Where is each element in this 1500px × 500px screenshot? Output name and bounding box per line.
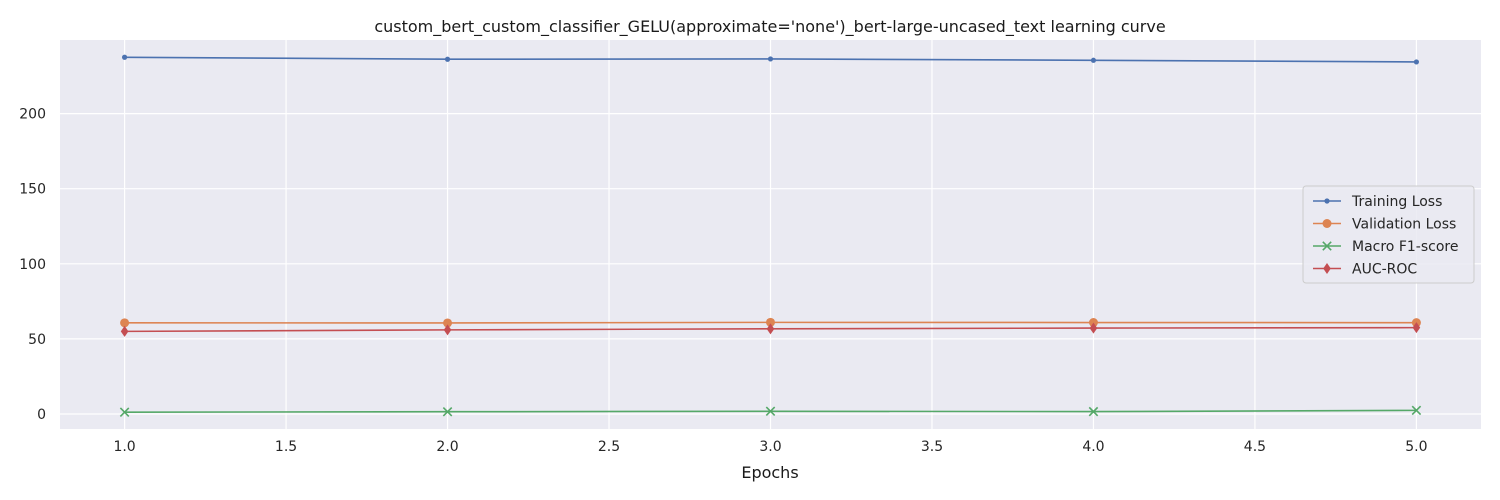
legend-marker-auc-roc <box>1323 263 1331 274</box>
series-training-loss <box>121 54 1420 65</box>
data-point-validation-loss <box>766 317 775 327</box>
legend-item-auc-roc: AUC-ROC <box>1313 262 1417 278</box>
legend-item-training-loss: Training Loss <box>1313 194 1442 210</box>
data-point-validation-loss <box>443 318 453 328</box>
data-point-training-loss <box>767 56 774 62</box>
data-point-training-loss <box>121 54 128 60</box>
data-point-macro-f1-score <box>119 407 130 417</box>
data-point-validation-loss <box>120 318 130 328</box>
legend-label: Training Loss <box>1351 194 1442 210</box>
data-point-validation-loss <box>1088 318 1098 328</box>
data-point-auc-roc <box>1412 322 1421 334</box>
data-point-training-loss <box>1090 57 1097 63</box>
series-macro-f1-score <box>119 405 1422 417</box>
legend-box <box>1302 185 1475 284</box>
legend-marker-validation-loss <box>1322 219 1332 228</box>
x-tick-label: 1.5 <box>275 439 297 455</box>
grid-lines <box>60 40 1481 429</box>
tick-labels: 1.0 1.5 2.0 2.5 3.0 3.5 4.0 4.5 5.0 0 50 100 150 200 <box>19 107 1427 455</box>
x-axis-label: Epochs <box>741 463 798 482</box>
x-tick-label: 4.5 <box>1244 439 1266 455</box>
legend-label: Macro F1-score <box>1352 239 1458 255</box>
data-point-macro-f1-score <box>1411 405 1422 416</box>
data-point-auc-roc <box>1089 322 1098 334</box>
chart-title: custom_bert_custom_classifier_GELU(appro… <box>374 17 1165 37</box>
data-point-macro-f1-score <box>765 406 776 417</box>
y-tick-label: 200 <box>19 107 46 123</box>
x-tick-label: 2.0 <box>436 439 458 455</box>
x-tick-label: 1.0 <box>113 439 135 455</box>
legend-marker-training-loss <box>1324 198 1330 204</box>
data-point-training-loss <box>444 56 451 62</box>
data-point-training-loss <box>1413 59 1420 65</box>
x-tick-label: 5.0 <box>1405 439 1427 455</box>
x-tick-label: 3.5 <box>921 439 943 455</box>
series-auc-roc <box>120 322 1421 337</box>
legend-marker-macro-f1-score <box>1322 241 1332 251</box>
data-point-macro-f1-score <box>442 406 453 417</box>
data-point-macro-f1-score <box>1088 406 1099 417</box>
y-tick-label: 50 <box>28 332 46 348</box>
data-point-auc-roc <box>120 325 129 337</box>
y-tick-label: 150 <box>19 182 46 198</box>
series-layer <box>119 54 1422 417</box>
x-tick-label: 2.5 <box>598 439 620 455</box>
legend-item-validation-loss: Validation Loss <box>1313 217 1456 233</box>
data-point-auc-roc <box>766 323 775 335</box>
legend-label: Validation Loss <box>1352 217 1456 233</box>
legend: Training Loss Validation Loss Macro F1-sco… <box>1302 185 1475 284</box>
x-tick-label: 4.0 <box>1082 439 1104 455</box>
series-validation-loss <box>120 317 1421 328</box>
x-tick-label: 3.0 <box>759 439 781 455</box>
y-tick-label: 100 <box>19 257 46 273</box>
legend-label: AUC-ROC <box>1352 262 1417 278</box>
y-tick-label: 0 <box>37 407 46 423</box>
legend-item-macro-f1-score: Macro F1-score <box>1313 239 1458 255</box>
data-point-auc-roc <box>443 324 452 336</box>
